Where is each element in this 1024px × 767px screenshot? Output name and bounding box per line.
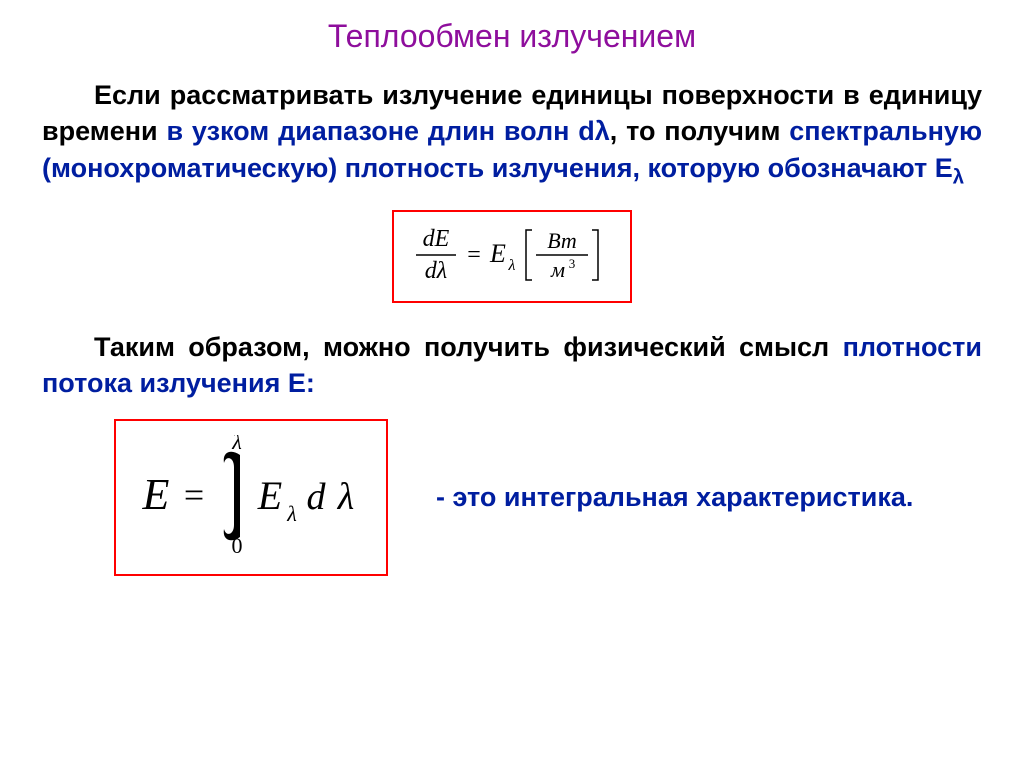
f2-lhs: E — [142, 470, 170, 519]
f1-num: dE — [423, 226, 450, 252]
p1-sub: λ — [953, 166, 964, 188]
p2-black: Таким образом, можно получить физический… — [94, 332, 843, 362]
f2-eq: = — [184, 475, 204, 515]
f2-upper: λ — [231, 435, 242, 454]
f1-rbracket — [592, 230, 598, 280]
slide-title: Теплообмен излучением — [42, 18, 982, 55]
formula-1-box: dE dλ = E λ Вт м 3 — [392, 210, 632, 303]
f2-Esub: λ — [286, 501, 297, 526]
f1-unit-den: м — [550, 257, 565, 282]
f1-den: dλ — [425, 258, 447, 284]
f1-eq: = — [467, 242, 481, 268]
f1-E: E — [489, 239, 506, 268]
f2-d: d — [307, 476, 327, 518]
p1-blue1: в узком диапазоне длин волн dλ — [158, 116, 610, 146]
f1-Esub: λ — [508, 257, 516, 274]
f1-lbracket — [526, 230, 532, 280]
slide: Теплообмен излучением Если рассматривать… — [0, 0, 1024, 767]
f2-E: E — [257, 473, 282, 518]
p1-black2: , то получим — [610, 116, 790, 146]
formula-2-row: E = λ 0 E λ d λ - это интегральная харак… — [42, 419, 982, 576]
f1-unit-num: Вт — [547, 228, 577, 253]
formula-2-box: E = λ 0 E λ d λ — [114, 419, 388, 576]
paragraph-1: Если рассматривать излучение единицы пов… — [42, 77, 982, 192]
formula-1-wrap: dE dλ = E λ Вт м 3 — [42, 210, 982, 303]
f2-lower: 0 — [232, 533, 243, 555]
paragraph-2: Таким образом, можно получить физический… — [42, 329, 982, 402]
formula-2-caption: - это интегральная характеристика. — [436, 482, 913, 513]
f1-unit-den-sup: 3 — [569, 256, 576, 271]
integral-icon — [224, 452, 240, 541]
formula-2-svg: E = λ 0 E λ d λ — [136, 435, 366, 555]
f2-dvar: λ — [337, 476, 354, 518]
formula-1-svg: dE dλ = E λ Вт м 3 — [412, 222, 612, 286]
